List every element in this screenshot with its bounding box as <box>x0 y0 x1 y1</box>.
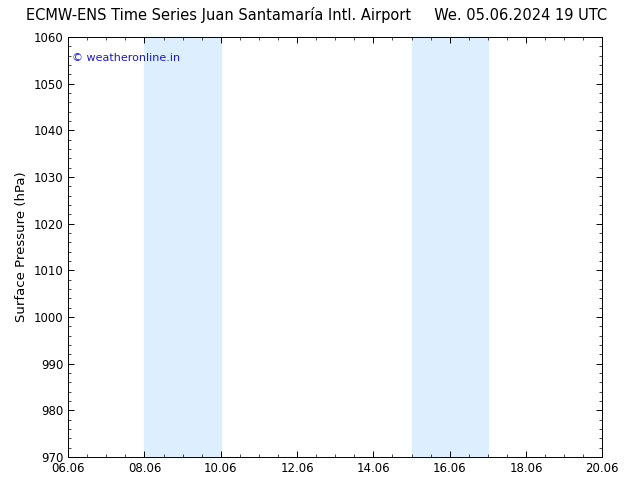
Text: © weatheronline.in: © weatheronline.in <box>72 53 179 64</box>
Bar <box>450 37 488 457</box>
Y-axis label: Surface Pressure (hPa): Surface Pressure (hPa) <box>15 172 28 322</box>
Text: ECMW-ENS Time Series Juan Santamaría Intl. Airport     We. 05.06.2024 19 UTC: ECMW-ENS Time Series Juan Santamaría Int… <box>27 7 607 24</box>
Bar <box>145 37 221 457</box>
Bar <box>411 37 450 457</box>
